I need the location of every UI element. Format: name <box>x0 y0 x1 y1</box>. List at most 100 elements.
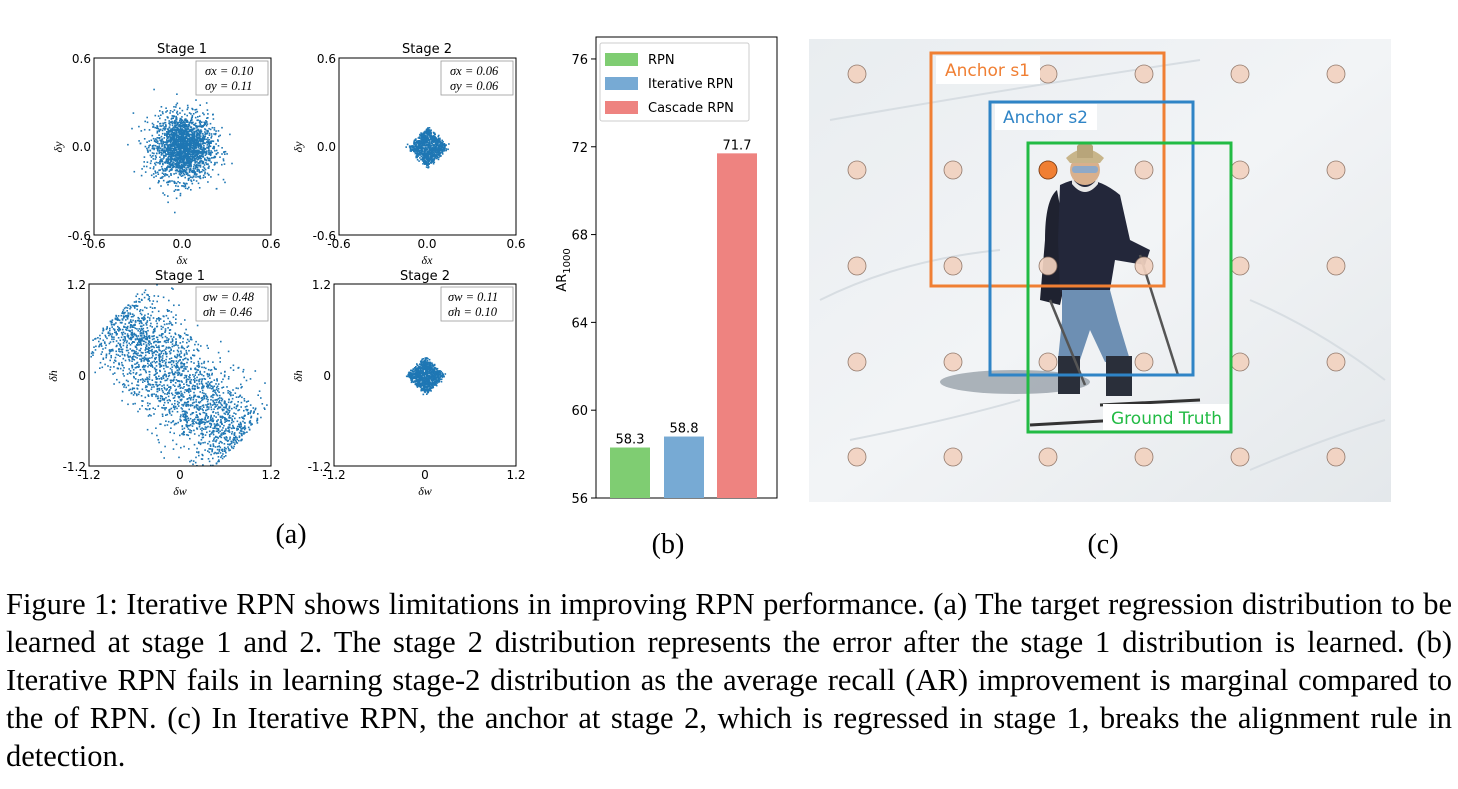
scatter-point <box>154 361 157 364</box>
scatter-point <box>260 397 262 399</box>
scatter-point <box>426 147 428 149</box>
scatter-point <box>242 368 245 371</box>
scatter-point <box>435 140 438 143</box>
scatter-point <box>174 405 177 408</box>
scatter-point <box>179 359 181 361</box>
scatter-point <box>127 312 129 314</box>
scatter-point <box>437 135 439 138</box>
scatter-point <box>207 408 210 410</box>
scatter-point <box>169 389 171 391</box>
scatter-point <box>205 120 207 122</box>
scatter-point <box>173 145 175 147</box>
scatter-point <box>216 430 219 433</box>
scatter-point <box>194 461 197 464</box>
scatter-point <box>193 394 195 397</box>
scatter-point <box>415 146 417 149</box>
scatter-point <box>123 307 126 310</box>
scatter-point <box>125 341 128 344</box>
scatter-point <box>220 372 222 375</box>
scatter-point <box>124 339 127 341</box>
scatter-point <box>117 325 119 328</box>
scatter-point <box>179 125 182 128</box>
scatter-point <box>191 169 194 172</box>
scatter-point <box>197 182 200 185</box>
scatter-point <box>178 354 181 357</box>
scatter-point <box>169 161 172 164</box>
scatter-point <box>213 425 216 427</box>
scatter-point <box>165 407 167 409</box>
scatter-point <box>140 340 143 342</box>
scatter-point <box>213 429 215 432</box>
scatter-point <box>165 375 167 378</box>
scatter-point <box>260 416 262 419</box>
scatter-point <box>178 129 181 132</box>
scatter-point <box>180 446 182 449</box>
scatter-point <box>114 331 116 334</box>
scatter-point <box>136 305 138 307</box>
scatter-point <box>156 132 159 134</box>
scatter-point <box>162 124 164 127</box>
scatter-point <box>185 133 188 135</box>
scatter-point <box>165 124 167 126</box>
scatter-point <box>167 183 169 186</box>
scatter-point <box>117 319 120 321</box>
scatter-point <box>187 162 189 165</box>
scatter-point <box>203 412 206 414</box>
scatter-point <box>203 150 206 153</box>
scatter-point <box>112 349 114 352</box>
scatter-point <box>195 456 197 459</box>
scatter-point <box>132 324 135 326</box>
scatter-point <box>119 321 122 324</box>
scatter-point <box>147 404 149 407</box>
scatter-point <box>423 157 426 159</box>
scatter-point <box>155 381 158 384</box>
scatter-point <box>207 450 209 452</box>
scatter-point <box>415 156 417 159</box>
scatter-point <box>215 439 218 441</box>
scatter-point <box>241 396 243 399</box>
scatter-point <box>198 379 200 381</box>
scatter-point <box>211 169 214 171</box>
scatter-point <box>173 432 175 435</box>
scatter-point <box>199 130 201 133</box>
scatter-point <box>182 394 184 396</box>
scatter-point <box>194 123 196 126</box>
scatter-point <box>217 130 220 132</box>
scatter-point <box>416 156 418 159</box>
scatter-point <box>197 143 199 146</box>
scatter-point <box>199 137 201 139</box>
scatter-point <box>127 349 129 352</box>
scatter-point <box>213 394 215 396</box>
scatter-point <box>175 148 177 151</box>
scatter-point <box>122 310 124 313</box>
scatter-point <box>216 380 218 382</box>
scatter-point <box>207 425 209 428</box>
scatter-point <box>203 138 205 141</box>
scatter-point <box>423 135 425 138</box>
scatter-point <box>130 306 132 309</box>
scatter-point <box>169 112 171 114</box>
scatter-point <box>197 133 200 135</box>
scatter-point <box>223 406 225 409</box>
scatter-point <box>175 124 178 126</box>
scatter-point <box>179 119 181 122</box>
scatter-point <box>204 416 207 419</box>
scatter-point <box>136 348 138 350</box>
scatter-point <box>414 141 417 144</box>
scatter-point <box>144 365 147 367</box>
scatter-point <box>435 153 438 155</box>
scatter-point <box>213 452 215 455</box>
scatter-point <box>161 153 163 155</box>
scatter-point <box>411 149 413 151</box>
scatter-point <box>253 411 255 413</box>
scatter-point <box>212 399 214 402</box>
scatter-point <box>206 144 209 146</box>
scatter-point <box>181 365 184 368</box>
scatter-point <box>193 169 195 172</box>
scatter-point <box>144 120 146 123</box>
scatter-point <box>185 137 187 140</box>
scatter-point <box>164 119 167 121</box>
scatter-point <box>179 398 182 401</box>
scatter-point <box>163 349 166 352</box>
scatter-point <box>415 152 417 154</box>
